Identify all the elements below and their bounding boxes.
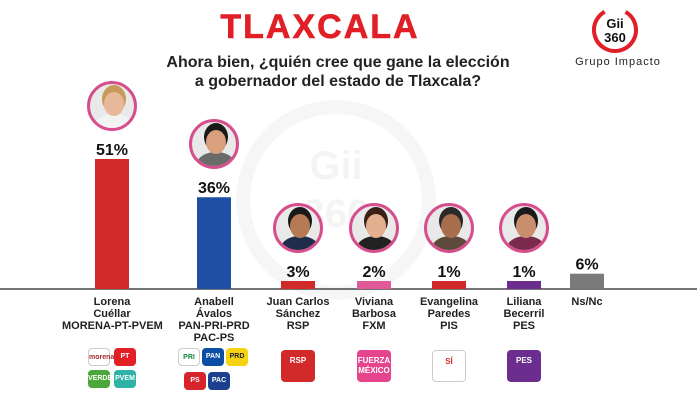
bar-7 (570, 273, 604, 289)
candidate-photo (349, 203, 399, 253)
brand-name: Grupo Impacto (575, 56, 661, 68)
bar-value-label: 36% (198, 180, 230, 197)
portrait-torso (281, 236, 319, 250)
portrait-torso (507, 236, 545, 250)
subtitle-line2: a gobernador del estado de Tlaxcala? (194, 73, 482, 90)
candidate-name-line: PES (512, 320, 535, 332)
candidate-name: Juan Carlos Sánchez RSP (248, 296, 348, 332)
candidate-name-line: Lorena (93, 296, 131, 308)
portrait-torso (95, 114, 133, 128)
portrait-torso (432, 236, 470, 250)
party-logo-icon: PRI (178, 348, 200, 366)
candidate-name-line: Barbosa (351, 308, 397, 320)
party-logo-icon: RSP (281, 350, 315, 382)
bar-value-label: 6% (575, 257, 598, 274)
party-logo-icon: PS (184, 372, 206, 390)
portrait-head (516, 214, 536, 238)
candidate-name: Ns/Nc (537, 296, 637, 308)
portrait-head (104, 92, 124, 116)
candidate-name-line: Sánchez (275, 308, 321, 320)
party-logo-icon: SÍ (432, 350, 466, 382)
bar-value-label: 1% (437, 264, 460, 281)
candidate-name-line: RSP (286, 320, 310, 332)
candidate-name-line: FXM (362, 320, 386, 332)
bar-value-label: 2% (362, 264, 385, 281)
candidate-name-line: Viviana (354, 296, 394, 308)
watermark-line1: Gii (250, 144, 422, 189)
bar-value-label: 3% (286, 264, 309, 281)
subtitle-line1: Ahora bien, ¿quién cree que gane la elec… (166, 54, 510, 71)
candidate-photo (87, 81, 137, 131)
portrait-head (366, 214, 386, 238)
candidate-name-line: PAC-PS (193, 332, 235, 344)
candidate-name: Evangelina Paredes PIS (399, 296, 499, 332)
portrait-head (441, 214, 461, 238)
party-logo-icon: PAN (202, 348, 224, 366)
bar-2 (197, 197, 231, 289)
party-logo-icon: PVEM (114, 370, 136, 388)
candidate-name: Liliana Becerril PES (474, 296, 574, 332)
party-logo-icon: PT (114, 348, 136, 366)
candidate-name-line: Cuéllar (93, 308, 131, 320)
party-logo-icon: VERDE (88, 370, 112, 388)
page-title: TLAXCALA (220, 8, 420, 47)
candidate-name-line: Anabell (194, 296, 234, 308)
party-logo-icon: FUERZA MÉXICO (357, 350, 391, 382)
bar-5 (432, 281, 466, 289)
bar-3 (281, 281, 315, 289)
party-logo-icon: morena (88, 348, 114, 366)
bar-value-label: 51% (96, 142, 128, 159)
party-logo-icon: PES (507, 350, 541, 382)
candidate-name-line: Ns/Nc (571, 296, 603, 308)
gii360-logo-icon: Gii 360 (592, 7, 638, 53)
portrait-head (206, 130, 226, 155)
candidate-name: Anabell Ávalos PAN-PRI-PRD PAC-PS (164, 296, 264, 344)
candidate-photo (189, 119, 239, 170)
chart-subtitle: Ahora bien, ¿quién cree que gane la elec… (108, 53, 568, 91)
candidate-name-line: PAN-PRI-PRD (178, 320, 250, 332)
candidate-name-line: Paredes (427, 308, 471, 320)
candidate-name-line: MORENA-PT-PVEM (62, 320, 163, 332)
candidate-name: Viviana Barbosa FXM (324, 296, 424, 332)
candidate-photo (273, 203, 323, 253)
logo-line2: 360 (604, 30, 626, 45)
logo-line1: Gii (606, 16, 623, 31)
candidate-name-line: PIS (440, 320, 458, 332)
portrait-head (290, 214, 310, 238)
bar-6 (507, 281, 541, 289)
candidate-name-line: Ávalos (195, 308, 233, 320)
candidate-name-line: Liliana (506, 296, 542, 308)
candidate-name-line: Becerril (503, 308, 545, 320)
party-logo-icon: PRD (226, 348, 248, 366)
candidate-name-line: Juan Carlos (266, 296, 330, 308)
bar-4 (357, 281, 391, 289)
candidate-name: Lorena Cuéllar MORENA-PT-PVEM (62, 296, 163, 332)
candidate-photo (424, 203, 474, 253)
candidate-photo (499, 203, 549, 253)
portrait-torso (197, 152, 235, 167)
portrait-torso (357, 236, 395, 250)
candidate-name-line: Evangelina (419, 296, 479, 308)
bar-1 (95, 159, 129, 289)
bar-value-label: 1% (512, 264, 535, 281)
party-logo-icon: PAC (208, 372, 230, 390)
